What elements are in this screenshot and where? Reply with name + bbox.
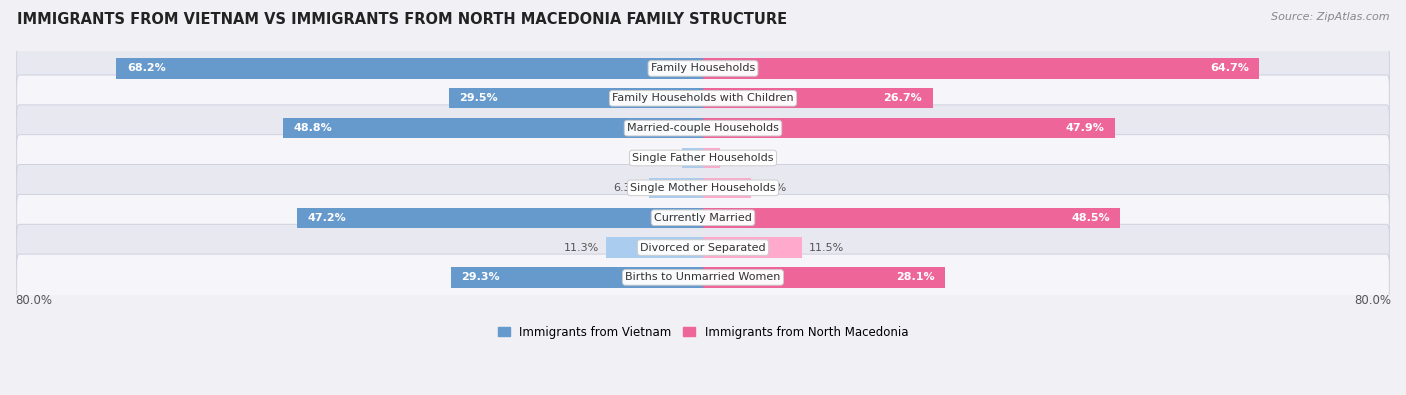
- FancyBboxPatch shape: [17, 165, 1389, 211]
- Text: 48.5%: 48.5%: [1071, 213, 1109, 223]
- Text: Family Households: Family Households: [651, 64, 755, 73]
- FancyBboxPatch shape: [17, 135, 1389, 181]
- Text: 80.0%: 80.0%: [15, 294, 52, 307]
- Text: 48.8%: 48.8%: [294, 123, 332, 133]
- Bar: [703, 267, 945, 288]
- Text: 47.2%: 47.2%: [308, 213, 346, 223]
- FancyBboxPatch shape: [17, 224, 1389, 271]
- Bar: [648, 178, 703, 198]
- Bar: [703, 148, 720, 168]
- Text: 64.7%: 64.7%: [1211, 64, 1249, 73]
- Text: 2.0%: 2.0%: [727, 153, 755, 163]
- Text: 68.2%: 68.2%: [127, 64, 166, 73]
- Bar: [703, 88, 932, 109]
- Text: Family Households with Children: Family Households with Children: [612, 93, 794, 103]
- FancyBboxPatch shape: [17, 45, 1389, 92]
- Text: 5.6%: 5.6%: [758, 183, 786, 193]
- Bar: [703, 58, 1260, 79]
- Text: Single Mother Households: Single Mother Households: [630, 183, 776, 193]
- Text: Single Father Households: Single Father Households: [633, 153, 773, 163]
- Text: 11.3%: 11.3%: [564, 243, 599, 252]
- Text: Births to Unmarried Women: Births to Unmarried Women: [626, 273, 780, 282]
- FancyBboxPatch shape: [17, 105, 1389, 151]
- Bar: [606, 237, 703, 258]
- Text: 6.3%: 6.3%: [613, 183, 643, 193]
- Text: 80.0%: 80.0%: [1354, 294, 1391, 307]
- Text: Source: ZipAtlas.com: Source: ZipAtlas.com: [1271, 12, 1389, 22]
- Bar: [451, 267, 703, 288]
- Bar: [703, 118, 1115, 138]
- Text: 2.4%: 2.4%: [647, 153, 675, 163]
- Text: 47.9%: 47.9%: [1066, 123, 1105, 133]
- Text: 28.1%: 28.1%: [896, 273, 935, 282]
- Text: 29.3%: 29.3%: [461, 273, 501, 282]
- Text: Married-couple Households: Married-couple Households: [627, 123, 779, 133]
- Bar: [117, 58, 703, 79]
- Bar: [284, 118, 703, 138]
- Bar: [703, 207, 1121, 228]
- Text: 29.5%: 29.5%: [460, 93, 498, 103]
- FancyBboxPatch shape: [17, 254, 1389, 301]
- Bar: [297, 207, 703, 228]
- Text: 11.5%: 11.5%: [808, 243, 844, 252]
- Text: IMMIGRANTS FROM VIETNAM VS IMMIGRANTS FROM NORTH MACEDONIA FAMILY STRUCTURE: IMMIGRANTS FROM VIETNAM VS IMMIGRANTS FR…: [17, 12, 787, 27]
- Bar: [682, 148, 703, 168]
- FancyBboxPatch shape: [17, 194, 1389, 241]
- Text: Divorced or Separated: Divorced or Separated: [640, 243, 766, 252]
- Bar: [703, 237, 801, 258]
- Text: Currently Married: Currently Married: [654, 213, 752, 223]
- FancyBboxPatch shape: [17, 75, 1389, 122]
- Legend: Immigrants from Vietnam, Immigrants from North Macedonia: Immigrants from Vietnam, Immigrants from…: [494, 321, 912, 343]
- Text: 26.7%: 26.7%: [883, 93, 922, 103]
- Bar: [703, 178, 751, 198]
- Bar: [450, 88, 703, 109]
